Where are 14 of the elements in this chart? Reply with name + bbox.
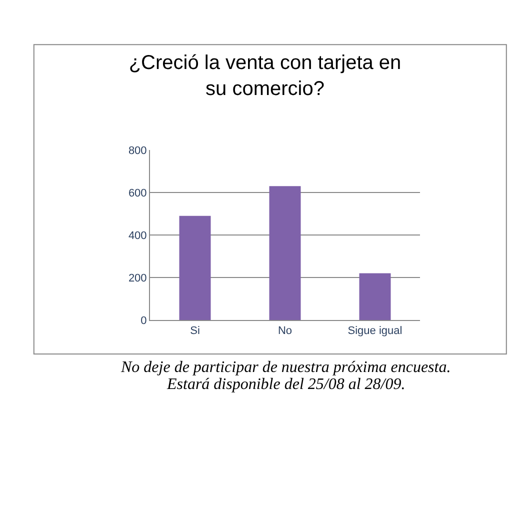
text: Estará disponible del 25/08 al 28/09. [166, 376, 406, 393]
bar [269, 186, 301, 320]
y-tick-label: 600 [128, 187, 147, 200]
x-tick-label: Sigue igual [348, 325, 402, 338]
y-tick-label: 0 [140, 314, 147, 327]
bar [359, 273, 391, 320]
y-tick-label: 800 [128, 144, 147, 157]
y-tick-label: 400 [128, 230, 147, 242]
y-tick-label: 200 [128, 272, 147, 284]
chart-title: ¿Creció la venta con tarjeta en su comercio? [128, 52, 402, 100]
bar [179, 216, 211, 320]
x-tick-label: Si [190, 325, 200, 338]
x-tick-label: No [278, 325, 292, 338]
text: No deje de participar de nuestra próxima encuesta. [120, 359, 451, 376]
